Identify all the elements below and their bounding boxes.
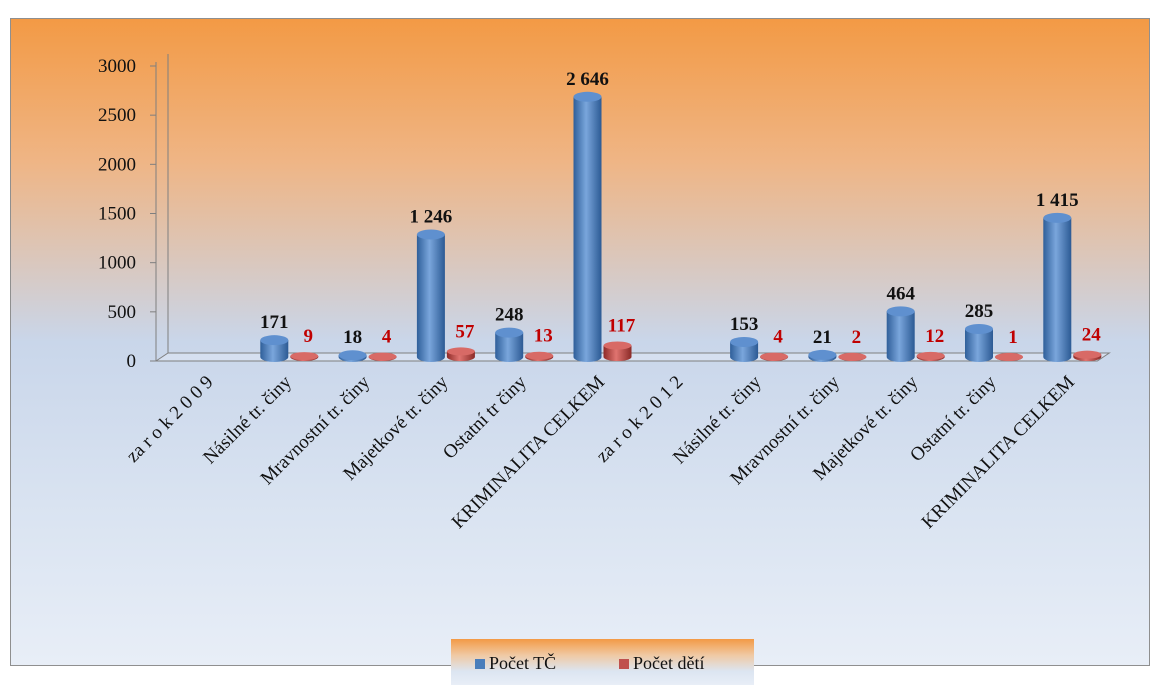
legend-item-pocet-deti: Počet dětí bbox=[619, 653, 704, 674]
bar-pocet-tc bbox=[495, 327, 524, 362]
x-category-label: KRIMINALITA CELKEM bbox=[918, 372, 1079, 533]
bar-pocet-deti bbox=[525, 351, 554, 361]
data-label-pocet-tc: 171 bbox=[260, 312, 289, 333]
data-label-pocet-tc: 18 bbox=[343, 327, 362, 348]
bar-pocet-tc bbox=[730, 336, 759, 362]
bar-pocet-deti bbox=[368, 352, 397, 361]
x-category-label: KRIMINALITA CELKEM bbox=[448, 372, 609, 533]
y-tick-label: 500 bbox=[108, 302, 137, 323]
data-label-pocet-tc: 153 bbox=[730, 314, 759, 335]
bar-pocet-tc bbox=[965, 323, 993, 362]
data-label-pocet-tc: 248 bbox=[495, 305, 524, 326]
y-tick-label: 2500 bbox=[98, 105, 136, 126]
legend-label-pocet-deti: Počet dětí bbox=[633, 653, 705, 673]
data-label-pocet-deti: 1 bbox=[1008, 327, 1018, 348]
bar-pocet-deti bbox=[760, 352, 789, 361]
legend: Počet TČ Počet dětí bbox=[451, 639, 754, 685]
data-label-pocet-tc: 464 bbox=[886, 283, 915, 304]
legend-item-pocet-tc: Počet TČ bbox=[475, 653, 556, 674]
bar-pocet-tc bbox=[886, 306, 915, 362]
data-label-pocet-deti: 13 bbox=[534, 326, 553, 347]
bar-pocet-tc bbox=[808, 349, 837, 362]
y-tick-label: 2000 bbox=[98, 154, 136, 175]
data-label-pocet-deti: 57 bbox=[455, 321, 475, 342]
bar-pocet-deti bbox=[603, 341, 632, 361]
data-label-pocet-deti: 4 bbox=[773, 327, 783, 348]
data-label-pocet-deti: 4 bbox=[382, 327, 392, 348]
bar-pocet-deti bbox=[446, 347, 475, 361]
bar-pocet-tc bbox=[1043, 212, 1072, 362]
bar-pocet-tc bbox=[416, 229, 445, 362]
data-label-pocet-deti: 12 bbox=[925, 326, 944, 347]
data-label-pocet-deti: 9 bbox=[304, 326, 314, 347]
data-label-pocet-deti: 2 bbox=[852, 327, 862, 348]
bar-pocet-tc bbox=[573, 91, 602, 362]
y-tick-label: 3000 bbox=[98, 56, 136, 77]
data-label-pocet-tc: 1 246 bbox=[410, 206, 453, 227]
bar-pocet-deti bbox=[995, 352, 1023, 361]
legend-label-pocet-tc: Počet TČ bbox=[489, 653, 557, 673]
legend-swatch-blue bbox=[475, 658, 485, 669]
bar-pocet-deti bbox=[290, 352, 319, 361]
data-label-pocet-tc: 2 646 bbox=[566, 69, 609, 90]
data-label-pocet-tc: 1 415 bbox=[1036, 190, 1079, 211]
bar-pocet-deti bbox=[916, 351, 945, 361]
bar-pocet-deti bbox=[1073, 350, 1102, 361]
data-label-pocet-tc: 21 bbox=[813, 327, 832, 348]
data-label-pocet-deti: 24 bbox=[1082, 325, 1102, 346]
y-tick-label: 1500 bbox=[98, 204, 136, 225]
chart-frame: 0 500 1000 1500 2000 2500 3000 za r o k 2 0 0 … bbox=[10, 18, 1150, 685]
data-label-pocet-tc: 285 bbox=[965, 301, 994, 322]
bar-pocet-tc bbox=[260, 335, 289, 362]
legend-swatch-red bbox=[619, 658, 629, 669]
y-tick-label: 0 bbox=[127, 351, 137, 372]
bar-pocet-deti bbox=[838, 352, 867, 361]
data-label-pocet-deti: 117 bbox=[608, 315, 636, 336]
bar-pocet-tc bbox=[338, 350, 367, 362]
y-tick-label: 1000 bbox=[98, 253, 136, 274]
